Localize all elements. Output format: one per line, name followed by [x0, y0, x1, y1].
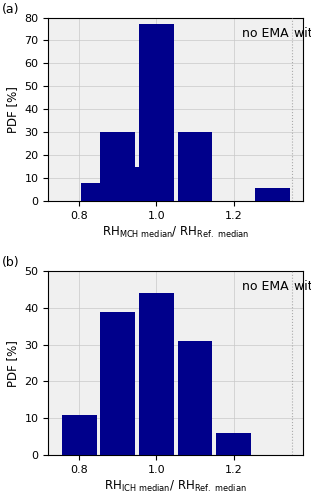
X-axis label: RH$_{\mathrm{ICH\ median}}$/ RH$_{\mathrm{Ref.\ median}}$: RH$_{\mathrm{ICH\ median}}$/ RH$_{\mathr…	[104, 479, 247, 494]
Bar	[120, 167, 155, 202]
Bar	[139, 121, 174, 202]
Text: with EMA: with EMA	[294, 280, 311, 293]
Bar	[178, 374, 212, 455]
Text: (a): (a)	[2, 2, 20, 16]
Bar	[178, 341, 212, 455]
X-axis label: RH$_{\mathrm{MCH\ median}}$/ RH$_{\mathrm{Ref.\ median}}$: RH$_{\mathrm{MCH\ median}}$/ RH$_{\mathr…	[102, 225, 249, 240]
Bar	[255, 188, 290, 202]
Text: no EMA: no EMA	[243, 280, 289, 293]
Bar	[100, 385, 135, 455]
Y-axis label: PDF [%]: PDF [%]	[6, 86, 19, 133]
Bar	[216, 433, 251, 455]
Bar	[81, 183, 116, 202]
Text: with EMA: with EMA	[294, 26, 311, 40]
Bar	[100, 312, 135, 455]
Bar	[139, 293, 174, 455]
Bar	[62, 414, 96, 455]
Bar	[139, 392, 174, 455]
Text: (b): (b)	[2, 256, 20, 270]
Y-axis label: PDF [%]: PDF [%]	[6, 340, 19, 386]
Bar	[178, 132, 212, 202]
Text: no EMA: no EMA	[243, 26, 289, 40]
Bar	[100, 132, 135, 202]
Bar	[139, 24, 174, 202]
